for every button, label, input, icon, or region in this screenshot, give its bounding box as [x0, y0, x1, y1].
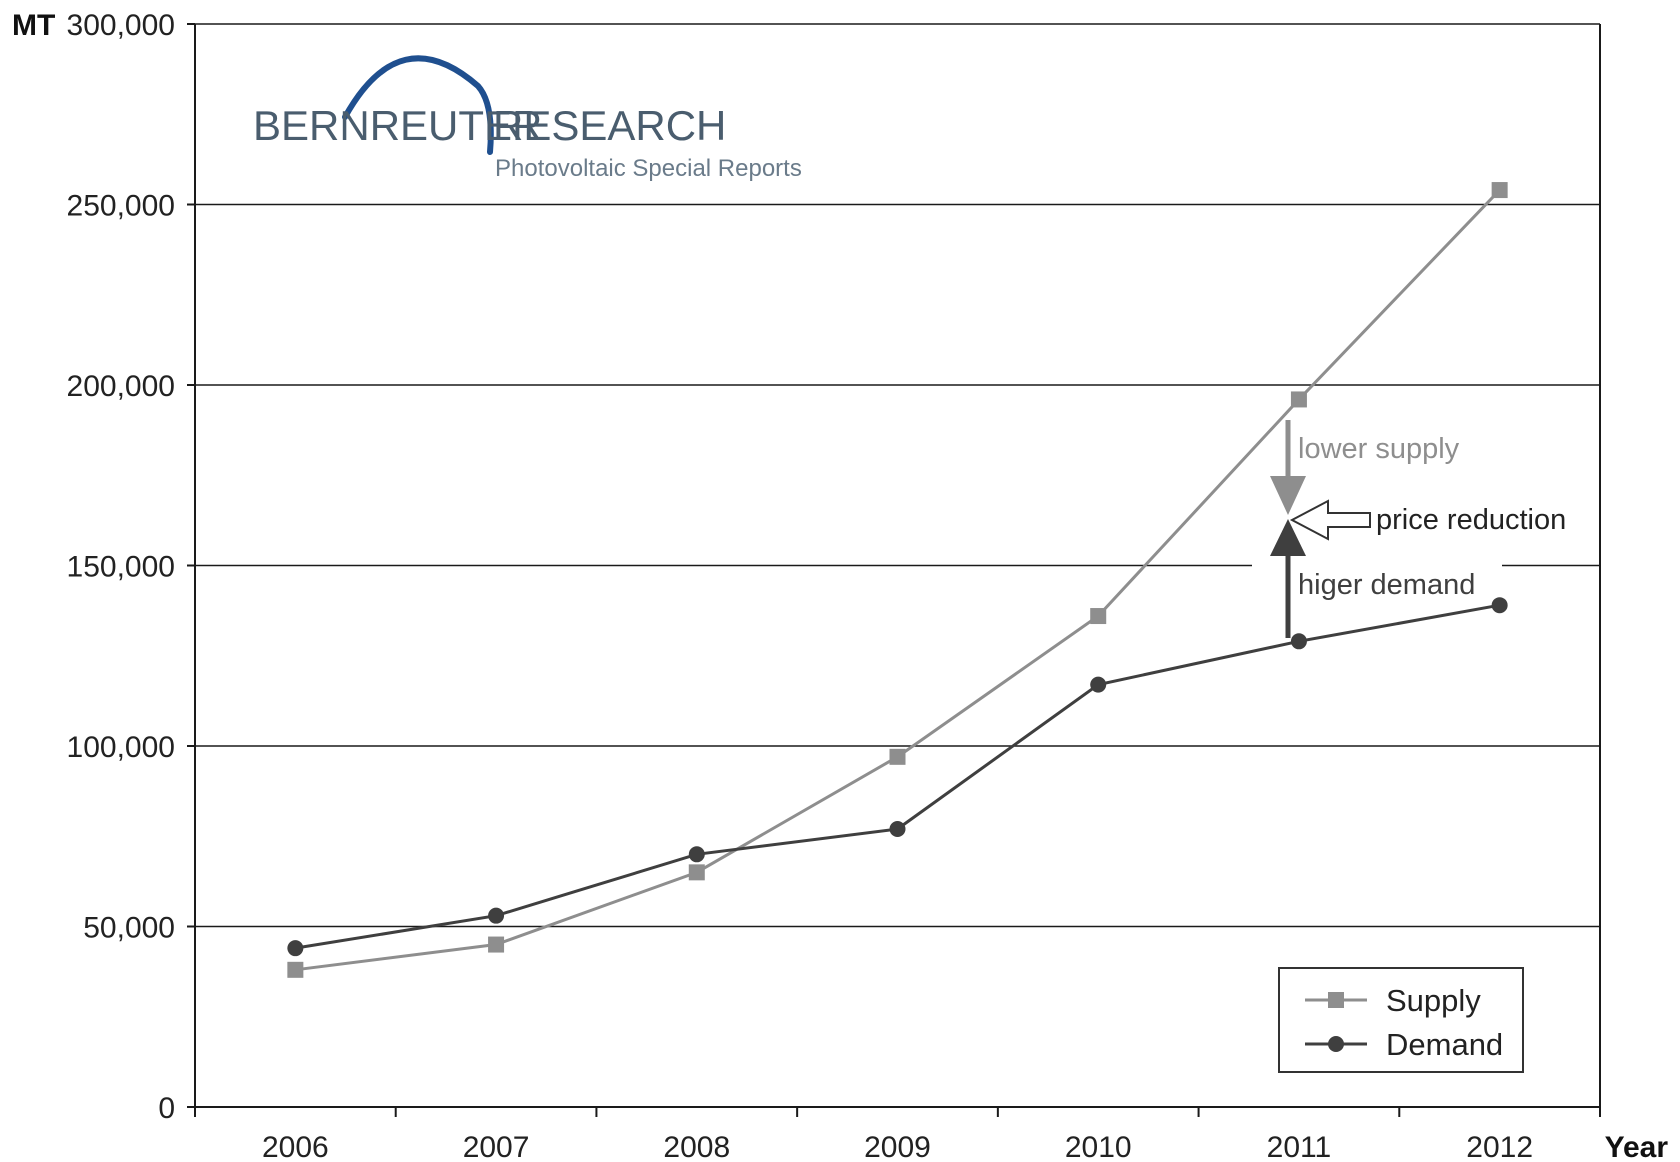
supply-point [488, 936, 505, 953]
x-tick-label: 2010 [1065, 1131, 1132, 1162]
logo-arc [342, 55, 494, 155]
supply-point [688, 864, 705, 881]
annotations: lower supply higer demand price reductio… [1252, 420, 1566, 638]
y-axis-label: MT [12, 9, 55, 42]
legend-supply-marker [1328, 992, 1344, 1008]
legend-demand-label: Demand [1386, 1027, 1503, 1062]
bernreuter-logo: BERNREUTER RESEARCH Photovoltaic Special… [253, 55, 802, 182]
logo-right-word: RESEARCH [493, 102, 726, 149]
supply-point [889, 748, 906, 765]
demand-point [1290, 633, 1307, 650]
x-tick-label: 2011 [1267, 1131, 1332, 1162]
demand-point [1491, 597, 1508, 614]
legend-supply-label: Supply [1386, 983, 1481, 1018]
y-tick-label: 0 [158, 1092, 175, 1125]
axes: 0 50,000 100,000 150,000 200,000 250,000 300,0… [12, 9, 1668, 1162]
x-tick-label: 2012 [1466, 1131, 1533, 1162]
y-tick-label: 100,000 [67, 731, 175, 764]
data-series [287, 182, 1508, 978]
x-tick-label: 2008 [663, 1131, 730, 1162]
price-reduction-arrow [1289, 499, 1371, 541]
price-reduction-label: price reduction [1376, 504, 1566, 536]
demand-point [1090, 676, 1107, 693]
y-tick-label: 150,000 [67, 551, 175, 584]
logo-tagline: Photovoltaic Special Reports [495, 155, 802, 182]
legend-demand-marker [1328, 1036, 1344, 1052]
x-tick-label: 2006 [262, 1131, 329, 1162]
grid-lines [195, 23, 1600, 928]
demand-point [488, 907, 505, 924]
y-tick-label: 50,000 [83, 912, 175, 945]
x-tick-label: 2007 [463, 1131, 530, 1162]
logo-left-word: BERNREUTER [253, 102, 542, 149]
legend: Supply Demand [1278, 967, 1524, 1073]
legend-box [1278, 967, 1524, 1073]
supply-point [1491, 182, 1508, 199]
supply-point [287, 961, 304, 978]
demand-point [889, 821, 906, 838]
higher-demand-arrow-head [1270, 519, 1306, 556]
lower-supply-arrow-head [1270, 476, 1306, 515]
demand-point [688, 846, 705, 863]
y-tick-label: 200,000 [67, 370, 175, 403]
supply-point [1290, 391, 1307, 408]
x-axis-label: Year [1605, 1131, 1669, 1162]
higher-demand-label: higer demand [1298, 569, 1475, 601]
demand-series-line [295, 603, 1500, 950]
lower-supply-label: lower supply [1298, 433, 1460, 465]
supply-point [1090, 608, 1107, 625]
x-tick-label: 2009 [864, 1131, 931, 1162]
y-tick-label: 300,000 [67, 9, 175, 42]
y-tick-label: 250,000 [67, 190, 175, 223]
demand-point [287, 940, 304, 957]
